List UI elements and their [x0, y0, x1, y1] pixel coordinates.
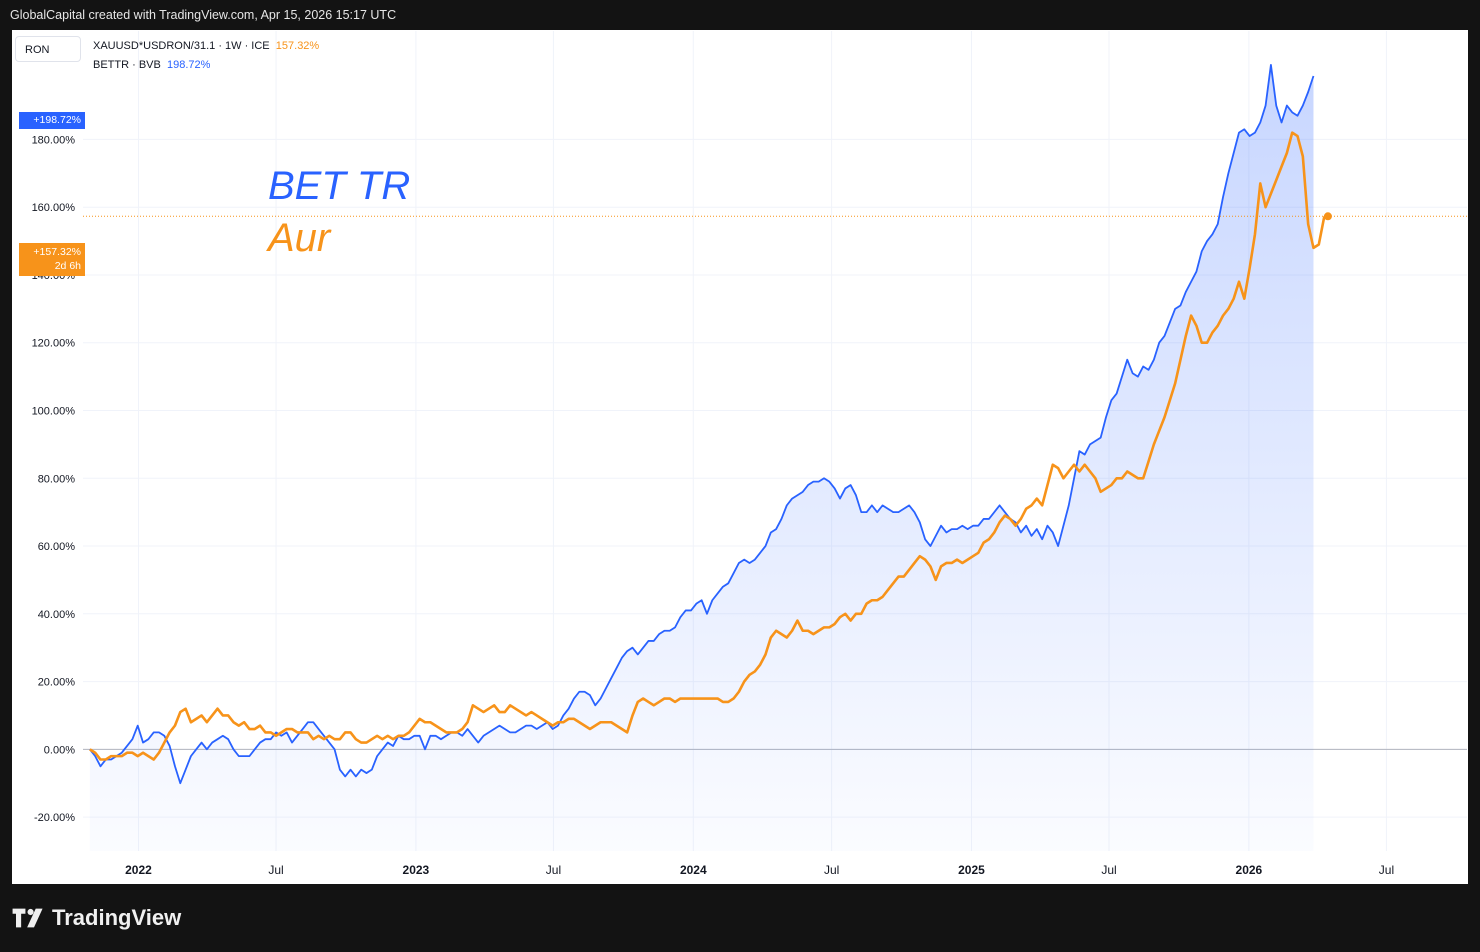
gold-series-line [89, 131, 1329, 761]
x-tick-label: Jul [268, 863, 283, 877]
price-tag-gold-countdown: 2d 6h [54, 260, 81, 272]
y-tick-label: 180.00% [32, 134, 76, 146]
footer-brand-text: TradingView [52, 905, 182, 930]
legend-gold-symbol: XAUUSD*USDRON/31.1 · 1W · ICE [93, 40, 270, 52]
price-tag-gold-value: +157.32% [33, 246, 81, 258]
x-tick-label: 2024 [680, 863, 707, 877]
y-tick-label: -20.00% [34, 812, 75, 824]
y-tick-label: 60.00% [38, 541, 76, 553]
x-tick-label: 2023 [403, 863, 430, 877]
legend-gold[interactable]: XAUUSD*USDRON/31.1 · 1W · ICE 157.32% [93, 40, 319, 52]
x-tick-label: 2025 [958, 863, 985, 877]
x-tick-label: Jul [546, 863, 561, 877]
y-tick-label: 80.00% [38, 473, 76, 485]
chart-header-title: GlobalCapital created with TradingView.c… [10, 8, 397, 22]
price-tag-bettr: +198.72% [19, 112, 85, 129]
x-tick-label: 2026 [1236, 863, 1263, 877]
y-tick-label: 20.00% [38, 677, 76, 689]
annotation-aur[interactable]: Aur [268, 216, 331, 260]
y-tick-label: 160.00% [32, 202, 76, 214]
y-tick-label: 100.00% [32, 406, 76, 418]
currency-selector[interactable]: RON [15, 36, 81, 62]
annotation-bet-tr[interactable]: BET TR [268, 164, 411, 208]
y-tick-label: 0.00% [44, 744, 75, 756]
y-tick-label: 40.00% [38, 609, 76, 621]
gold-last-point [1323, 212, 1332, 221]
x-tick-label: Jul [1379, 863, 1394, 877]
legend-bettr-value: 198.72% [166, 59, 211, 71]
x-tick-label: Jul [1101, 863, 1116, 877]
y-tick-label: 120.00% [32, 338, 76, 350]
legend-bettr-symbol: BETTR · BVB [93, 59, 161, 71]
price-tag-gold: +157.32% 2d 6h [19, 243, 85, 276]
tradingview-logo-icon [12, 908, 43, 928]
footer-brand[interactable]: TradingView [12, 905, 181, 931]
legend-gold-value: 157.32% [275, 40, 320, 52]
legend-bettr[interactable]: BETTR · BVB 198.72% [93, 59, 210, 71]
x-tick-label: Jul [824, 863, 839, 877]
bettr-area-fill [89, 64, 1314, 852]
bettr-series-line [89, 63, 1315, 785]
x-tick-label: 2022 [125, 863, 152, 877]
